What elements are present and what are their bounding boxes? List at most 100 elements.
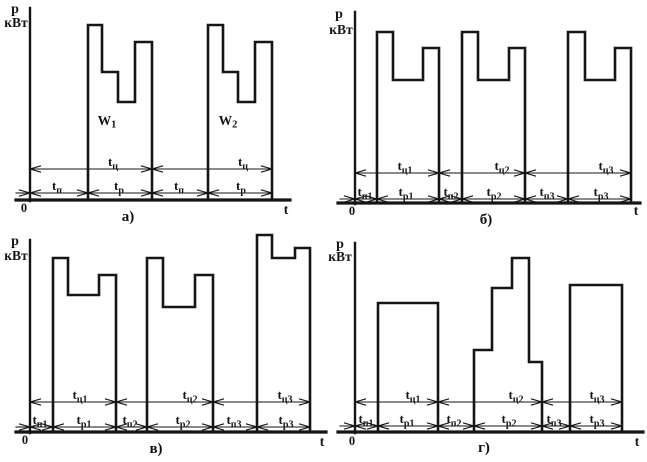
g-dim-tр3-label: tр3 [590, 411, 605, 430]
a-dim-tц-arrow-right [140, 165, 153, 173]
b-cycle-1-curve [375, 30, 441, 203]
v-dim-tц2-arrow-right [201, 398, 214, 406]
a-cycle-2-curve [206, 23, 274, 200]
caption-g: г) [478, 440, 490, 456]
g-dim-tц1-arrow-left [354, 398, 367, 406]
b-unit-label: кВт [329, 22, 353, 37]
v-dim-tц3-label: tц3 [277, 387, 292, 406]
g-dim-tп3-arrow-right [558, 422, 571, 430]
g-dim-tц1-arrow-right [426, 398, 439, 406]
g-dim-tр2-arrow-left [473, 422, 486, 430]
v-dim-tц3-arrow-left [212, 398, 225, 406]
b-t-axis-label: t [634, 203, 639, 218]
v-dim-tп2-arrow-left [115, 423, 128, 431]
g-dim-tр3-arrow-right [610, 422, 623, 430]
b-dim-tр1-arrow-right [427, 195, 440, 203]
v-dim-tр3-arrow-left [256, 423, 269, 431]
g-cycle-2-curve [472, 256, 544, 432]
caption-a: а) [121, 209, 135, 225]
g-dim-tп2-arrow-left [437, 422, 450, 430]
g-dim-tп1-label: tп1 [358, 411, 373, 430]
g-dim-tр2-label: tр2 [502, 411, 517, 430]
b-dim-tр3-arrow-left [567, 195, 580, 203]
v-dim-tп2-arrow-right [135, 423, 148, 431]
b-dim-tц2-label: tц2 [494, 158, 509, 177]
v-dim-tп3-arrow-right [245, 423, 258, 431]
g-dim-tп2-label: tп2 [446, 411, 461, 430]
a-dim-tц-arrow-right [260, 165, 273, 173]
v-cycle-1-curve [51, 256, 118, 432]
b-dim-tц1-arrow-left [354, 169, 367, 177]
b-dim-tп3-label: tп3 [539, 184, 554, 203]
a-origin-label: 0 [21, 201, 27, 215]
a-t-axis-label: t [284, 202, 289, 217]
g-dim-lead-arrow [343, 422, 356, 430]
a-dim-tр-arrow-left [87, 189, 100, 197]
g-dim-tц3-arrow-left [541, 398, 554, 406]
b-p-axis-label: р [335, 7, 343, 22]
v-cycle-3-curve [255, 233, 312, 432]
g-dim-tц2-arrow-right [530, 398, 543, 406]
b-dim-tп1-arrow-right [365, 195, 378, 203]
caption-v: в) [149, 441, 163, 457]
a-unit-label: кВт [4, 15, 28, 30]
v-dim-tр2-arrow-left [146, 423, 159, 431]
b-dim-tп2-arrow-right [450, 195, 463, 203]
g-dim-tп3-label: tп3 [546, 411, 561, 430]
b-dim-tр1-arrow-left [376, 195, 389, 203]
a-cycle-1-curve [86, 23, 154, 200]
b-dim-tц3-label: tц3 [598, 158, 613, 177]
b-dim-tп3-arrow-left [524, 195, 537, 203]
g-dim-tц2-arrow-left [437, 398, 450, 406]
g-dim-tп2-arrow-right [462, 422, 475, 430]
a-dim-tп-arrow-left [29, 189, 42, 197]
b-dim-tр2-arrow-right [513, 195, 526, 203]
v-p-axis-label: р [11, 234, 19, 249]
g-dim-tц1-label: tц1 [405, 387, 420, 406]
b-origin-label: 0 [349, 204, 355, 218]
a-p-axis-label: р [11, 2, 19, 17]
b-dim-lead-arrow [343, 195, 356, 203]
v-dim-tц3-arrow-right [298, 398, 311, 406]
a-dim-tп-label: tп [52, 178, 62, 197]
g-dim-tп1-arrow-left [354, 422, 367, 430]
v-dim-tп1-arrow-left [29, 423, 42, 431]
a-dim-tр-arrow-right [260, 189, 273, 197]
a-dim-tп-arrow-right [196, 189, 209, 197]
v-dim-tп1-label: tп1 [32, 412, 47, 431]
v-dim-tп1-arrow-right [41, 423, 54, 431]
v-dim-tц1-arrow-left [29, 398, 42, 406]
b-dim-tп2-label: tп2 [443, 184, 458, 203]
g-dim-tр1-label: tр1 [400, 411, 415, 430]
b-dim-tц1-arrow-right [427, 169, 440, 177]
b-dim-tп1-label: tп1 [357, 184, 372, 203]
b-dim-tп1-arrow-left [354, 195, 367, 203]
g-dim-tп3-arrow-left [541, 422, 554, 430]
v-unit-label: кВт [4, 248, 28, 263]
g-dim-tр2-arrow-right [530, 422, 543, 430]
g-cycle-1-curve [376, 301, 440, 432]
g-dim-tр1-arrow-right [426, 422, 439, 430]
a-dim-lead-arrow [18, 189, 31, 197]
g-dim-tц3-label: tц3 [589, 387, 604, 406]
g-cycle-3-curve [568, 283, 624, 432]
g-dim-tц2-label: tц2 [508, 387, 523, 406]
g-p-axis-label: р [336, 237, 344, 252]
b-dim-tр3-label: tр3 [594, 184, 609, 203]
b-dim-tц3-arrow-left [524, 169, 537, 177]
a-dim-tц-label: tц [108, 154, 118, 173]
v-cycle-2-curve [145, 256, 215, 432]
v-dim-tр1-arrow-left [52, 423, 65, 431]
b-cycle-3-curve [566, 30, 633, 203]
g-unit-label: кВт [328, 249, 352, 264]
b-dim-tр3-arrow-right [619, 195, 632, 203]
v-dim-tц2-arrow-left [115, 398, 128, 406]
g-dim-tр3-arrow-left [569, 422, 582, 430]
v-dim-tр1-label: tр1 [77, 412, 92, 431]
b-dim-tр2-label: tр2 [487, 184, 502, 203]
a-cycle-2-energy-label: W2 [219, 113, 238, 131]
v-dim-tр3-label: tр3 [279, 412, 294, 431]
a-dim-tп-label: tп [174, 178, 184, 197]
v-dim-tп3-arrow-left [212, 423, 225, 431]
